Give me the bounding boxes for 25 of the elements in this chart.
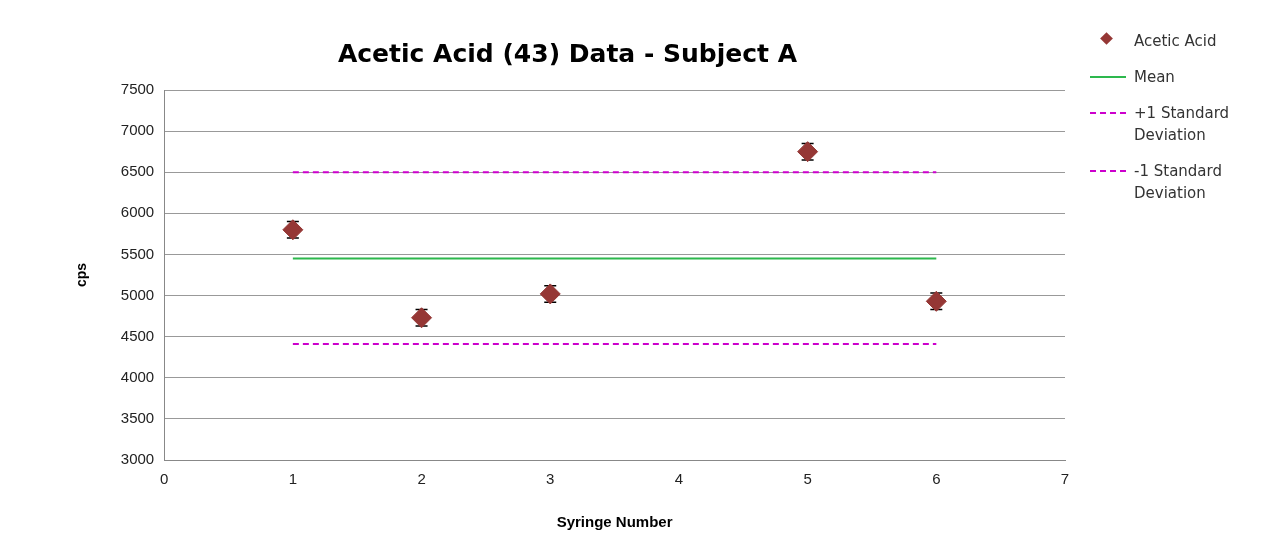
legend-label: -1 Standard Deviation [1134,161,1223,204]
x-axis-title: Syringe Number [556,513,673,531]
y-tick-label: 3500 [120,409,155,427]
x-tick-label: 6 [932,470,941,488]
y-tick-label: 6000 [120,203,155,221]
x-tick-label: 7 [1060,470,1070,488]
y-tick-label: 4500 [120,326,155,344]
x-tick-label: 5 [803,470,812,488]
y-tick-label: 5000 [120,285,155,303]
y-tick-label: 3000 [120,450,155,468]
y-tick-label: 7000 [120,121,155,139]
y-tick-label: 7500 [120,80,155,98]
x-tick-label: 1 [288,470,298,488]
x-tick-label: 4 [674,470,684,488]
legend-label: Acetic Acid [1134,31,1217,52]
y-tick-label: 4000 [120,367,155,385]
x-tick-label: 3 [546,470,555,488]
chart-title: Acetic Acid (43) Data - Subject A [337,38,798,68]
y-tick-label: 5500 [120,244,155,262]
y-axis-title: cps [73,262,90,288]
x-tick-label: 0 [160,470,169,488]
legend-label: +1 Standard Deviation [1134,103,1231,146]
y-tick-label: 6500 [120,162,155,180]
x-tick-label: 2 [417,470,426,488]
legend-label: Mean [1134,67,1175,88]
